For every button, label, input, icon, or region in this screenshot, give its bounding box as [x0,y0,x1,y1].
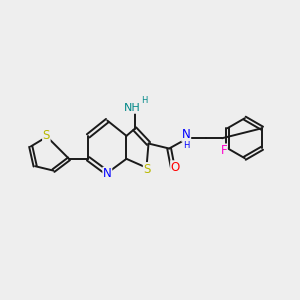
Text: N: N [182,128,190,141]
Text: N: N [103,167,112,180]
Text: H: H [141,96,147,105]
Text: S: S [43,129,50,142]
Text: NH: NH [124,103,141,113]
Text: F: F [220,144,227,157]
Text: S: S [143,163,151,176]
Text: O: O [171,161,180,174]
Text: H: H [183,141,189,150]
